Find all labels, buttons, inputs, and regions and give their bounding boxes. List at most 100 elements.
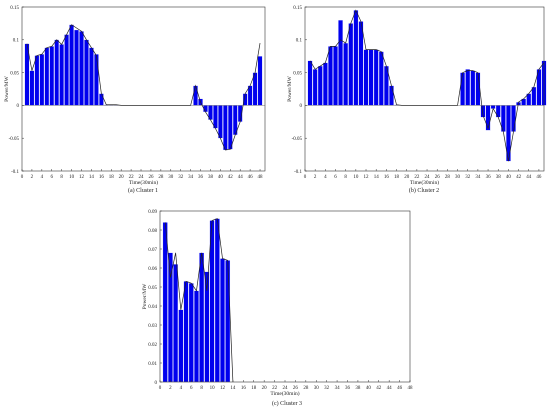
x-tick-label: 10 — [69, 175, 75, 180]
y-tick-label: 0.15 — [10, 6, 19, 11]
bar — [69, 24, 74, 106]
bar — [307, 60, 313, 106]
x-tick-label: 38 — [496, 175, 502, 180]
y-tick-label: 0.05 — [148, 286, 157, 291]
x-tick-label: 14 — [89, 175, 95, 180]
x-tick-label: 28 — [303, 386, 309, 391]
x-tick-label: 18 — [251, 386, 257, 391]
x-tick-label: 30 — [314, 386, 320, 391]
x-tick-label: 42 — [228, 175, 234, 180]
x-tick-label: 24 — [283, 386, 289, 391]
x-tick-label: 32 — [178, 175, 184, 180]
x-tick-label: 46 — [536, 175, 542, 180]
bar — [79, 31, 84, 106]
bar — [193, 85, 198, 106]
x-tick-label: 16 — [384, 175, 390, 180]
x-tick-label: 44 — [387, 386, 393, 391]
x-tick-label: 36 — [198, 175, 204, 180]
x-tick-label: 48 — [258, 175, 264, 180]
bar — [353, 10, 359, 106]
x-tick-label: 20 — [262, 386, 268, 391]
y-tick-label: -0.05 — [9, 137, 20, 142]
x-tick-label: 14 — [374, 175, 380, 180]
x-tick-label: 6 — [334, 175, 337, 180]
x-axis-label: Time(30min) — [129, 179, 158, 186]
y-tick-label: 0.03 — [148, 324, 157, 329]
y-axis-label: Power/MW — [4, 75, 10, 101]
x-tick-label: 2 — [169, 386, 172, 391]
bar — [178, 309, 184, 383]
y-tick-label: 0.08 — [148, 229, 157, 234]
x-tick-label: 42 — [516, 175, 522, 180]
bar — [531, 86, 537, 106]
bar — [183, 281, 189, 383]
x-tick-label: 10 — [353, 175, 359, 180]
x-tick-label: 24 — [425, 175, 431, 180]
x-tick-label: 34 — [335, 386, 341, 391]
bar — [214, 218, 220, 383]
panel-caption: (a) Cluster 1 — [128, 187, 158, 194]
y-tick-label: 0.1 — [13, 39, 20, 44]
x-tick-label: 6 — [51, 175, 54, 180]
y-tick-label: -0.1 — [11, 170, 19, 175]
x-tick-label: 28 — [445, 175, 451, 180]
bar — [373, 49, 379, 106]
x-tick-label: 32 — [465, 175, 471, 180]
x-tick-label: 48 — [408, 386, 414, 391]
bar — [94, 54, 99, 106]
y-tick-label: 0.04 — [148, 305, 157, 310]
x-tick-label: 22 — [129, 175, 135, 180]
x-tick-label: 4 — [41, 175, 44, 180]
bar — [173, 264, 179, 383]
bar — [213, 105, 218, 129]
x-tick-label: 22 — [414, 175, 420, 180]
plot-frame — [21, 6, 266, 172]
x-tick-label: 18 — [394, 175, 400, 180]
x-tick-label: 20 — [404, 175, 410, 180]
x-tick-label: 40 — [218, 175, 224, 180]
x-tick-label: 26 — [435, 175, 441, 180]
y-axis-label: Power/MW — [287, 75, 293, 101]
x-tick-label: 18 — [109, 175, 115, 180]
x-tick-label: 0 — [159, 386, 162, 391]
x-tick-label: 2 — [314, 175, 317, 180]
x-tick-label: 32 — [324, 386, 330, 391]
x-axis-label: Time(30min) — [270, 390, 299, 397]
bar — [222, 105, 228, 151]
x-tick-label: 40 — [506, 175, 512, 180]
bar — [227, 105, 233, 150]
x-tick-label: 38 — [208, 175, 214, 180]
chart-panel-3: 00.010.020.030.040.050.060.070.080.090 2 4… — [142, 210, 413, 407]
bar — [368, 49, 374, 106]
bar — [220, 258, 225, 383]
bar — [162, 222, 168, 383]
series-line — [164, 218, 234, 383]
y-tick-label: 0.1 — [296, 39, 303, 44]
bar — [460, 72, 466, 106]
x-tick-label: 30 — [168, 175, 174, 180]
x-tick-label: 8 — [60, 175, 63, 180]
x-tick-label: 46 — [248, 175, 254, 180]
bar — [322, 62, 328, 106]
y-tick-label: 0.06 — [148, 267, 157, 272]
bar — [49, 46, 55, 106]
y-tick-label: 0.05 — [10, 71, 19, 76]
bar — [54, 39, 60, 106]
x-tick-label: 44 — [526, 175, 532, 180]
x-tick-label: 16 — [241, 386, 247, 391]
bar — [29, 70, 35, 106]
y-tick-label: 0.01 — [148, 362, 157, 367]
x-tick-label: 40 — [366, 386, 372, 391]
y-tick-label: -0.05 — [292, 137, 303, 142]
x-tick-label: 0 — [304, 175, 307, 180]
bar — [44, 47, 50, 106]
y-tick-label: 0.15 — [293, 6, 302, 11]
bar — [511, 105, 516, 132]
x-tick-label: 26 — [293, 386, 299, 391]
y-tick-label: 0.09 — [148, 210, 157, 215]
x-tick-label: 14 — [230, 386, 236, 391]
bar — [317, 65, 323, 106]
x-tick-label: 38 — [355, 386, 361, 391]
